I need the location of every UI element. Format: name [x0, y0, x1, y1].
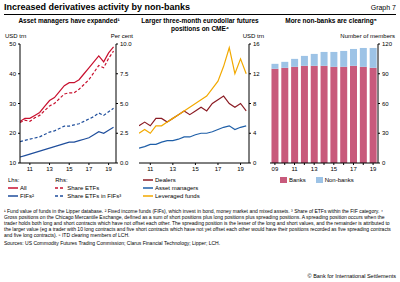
svg-text:50: 50: [9, 41, 16, 47]
svg-text:8: 8: [253, 101, 257, 107]
html-text:¹ Fund value of funds in the L: ¹ Fund value of funds in the Lipper data…: [4, 208, 391, 238]
svg-text:11: 11: [147, 166, 154, 172]
html-text:Share ETFs in FIFs³: Share ETFs in FIFs³: [67, 193, 122, 199]
svg-text:19: 19: [105, 166, 112, 172]
svg-text:4: 4: [253, 130, 257, 136]
svg-text:0: 0: [253, 160, 257, 166]
svg-text:16: 16: [253, 41, 260, 47]
svg-text:17: 17: [86, 166, 93, 172]
html-text:Non-banks: Non-banks: [324, 177, 354, 183]
svg-text:13: 13: [170, 166, 177, 172]
svg-text:09: 09: [272, 166, 279, 172]
html-text:Graph 7: Graph 7: [370, 4, 396, 11]
svg-text:17: 17: [215, 166, 222, 172]
html-text:Asset managers: Asset managers: [155, 185, 199, 191]
html-text:FIFs²: FIFs²: [20, 193, 34, 199]
svg-text:10.0: 10.0: [120, 41, 132, 47]
html-text:Asset managers have expanded¹: Asset managers have expanded¹: [18, 17, 120, 24]
svg-text:0: 0: [382, 160, 386, 166]
svg-text:10: 10: [9, 160, 16, 166]
svg-text:15: 15: [192, 166, 199, 172]
svg-text:13: 13: [311, 166, 318, 172]
html-text:Per cent: Per cent: [110, 33, 133, 39]
html-text:Banks: Banks: [289, 177, 306, 183]
svg-text:20: 20: [9, 130, 16, 136]
svg-text:19: 19: [237, 166, 244, 172]
svg-text:0.0: 0.0: [120, 160, 129, 166]
svg-text:5.0: 5.0: [120, 101, 129, 107]
html-text:USD trn: USD trn: [5, 33, 27, 39]
svg-text:15: 15: [330, 166, 337, 172]
html-text:Increased derivatives activity: Increased derivatives activity by non-ba…: [4, 2, 191, 12]
html-text:Number of members: Number of members: [340, 33, 395, 39]
svg-text:120: 120: [382, 41, 392, 47]
html-text:All: All: [20, 185, 27, 191]
svg-text:2.5: 2.5: [120, 130, 129, 136]
html-text:More non-banks are clearing⁵: More non-banks are clearing⁵: [285, 17, 377, 24]
html-text:Lhs:: Lhs:: [8, 177, 20, 183]
html-text:Leveraged funds: Leveraged funds: [155, 193, 200, 199]
html-text:Larger three-month eurodollar: Larger three-month eurodollar futures po…: [141, 17, 259, 32]
html-text:Sources: US Commodity Futures: Sources: US Commodity Futures Trading Co…: [4, 240, 221, 246]
svg-text:30: 30: [382, 130, 389, 136]
svg-text:15: 15: [66, 166, 73, 172]
svg-text:7.5: 7.5: [120, 71, 129, 77]
svg-text:60: 60: [382, 101, 389, 107]
svg-text:40: 40: [9, 71, 16, 77]
html-text:Rhs:: Rhs:: [55, 177, 68, 183]
svg-text:90: 90: [382, 71, 389, 77]
html-text:Dealers: Dealers: [155, 177, 176, 183]
svg-text:12: 12: [253, 71, 260, 77]
html-text:© Bank for International Settl: © Bank for International Settlements: [307, 273, 396, 279]
html-text:Share ETFs: Share ETFs: [67, 185, 100, 191]
svg-text:11: 11: [27, 166, 34, 172]
svg-text:17: 17: [350, 166, 357, 172]
svg-text:13: 13: [46, 166, 53, 172]
svg-text:30: 30: [9, 101, 16, 107]
html-text:USD trn: USD trn: [242, 33, 264, 39]
svg-text:11: 11: [291, 166, 298, 172]
svg-text:19: 19: [370, 166, 377, 172]
